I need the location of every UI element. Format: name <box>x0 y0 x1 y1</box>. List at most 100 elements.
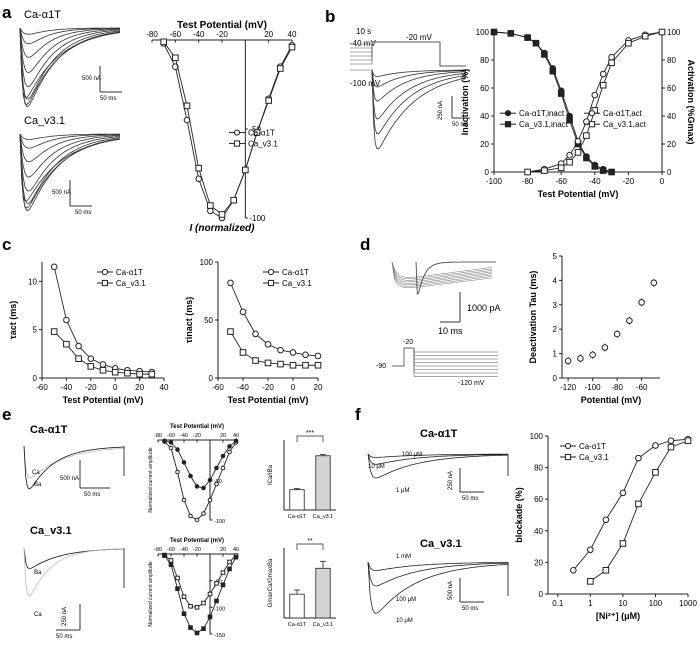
y-axis-label-right: Activation (%Gmax) <box>686 59 696 144</box>
current-trace <box>19 27 121 99</box>
data-point <box>265 97 272 104</box>
data-point <box>583 132 590 139</box>
data-point <box>252 357 259 364</box>
legend-marker <box>588 110 596 117</box>
data-point <box>124 369 131 377</box>
data-point <box>201 600 206 606</box>
data-point <box>168 445 174 451</box>
data-point <box>136 370 143 378</box>
data-point <box>239 349 247 356</box>
data-point <box>207 497 213 503</box>
y-tick-label: 0 <box>485 168 490 177</box>
trace-label-cav31: Ca_v3.1 <box>24 115 65 127</box>
data-point <box>220 465 226 471</box>
legend-label: Ca_v3.1 <box>282 279 312 288</box>
chart-e-iv-top: -80 -60 -40 -20 20 40 -50 -100 Test Potential (m… <box>148 424 239 525</box>
current-trace <box>371 69 467 120</box>
legend-label: Ca-α1T <box>579 442 606 451</box>
x-tick-label: -100 <box>585 383 602 392</box>
y-tick-label: 80 <box>534 464 543 473</box>
conc-label: 1 mM <box>396 554 411 560</box>
protocol-step <box>413 348 498 367</box>
data-point <box>220 570 226 575</box>
legend-marker <box>504 110 512 117</box>
y-tick-label: -100 <box>214 606 225 612</box>
trace-label: Ba <box>34 482 42 488</box>
legend-marker <box>233 129 241 136</box>
data-point <box>532 39 540 47</box>
y-tick-label: 40 <box>534 527 543 536</box>
series-line <box>527 31 663 173</box>
data-point <box>314 361 322 369</box>
x-tick-label: 0 <box>113 383 118 392</box>
significance-mark: *** <box>306 430 314 437</box>
series-line <box>527 31 663 173</box>
current-trace <box>23 547 125 569</box>
data-point <box>63 316 70 324</box>
x-tick-label: -20 <box>193 547 201 553</box>
x-tick-label: 40 <box>233 547 239 553</box>
row-title: Ca_v3.1 <box>30 525 72 537</box>
x-axis-label: Potential (mV) <box>581 395 642 405</box>
chart-f-dose: 0.1 1 10 100 1000 0 20 40 60 80 100 [Ni²⁺] (μM) bloc… <box>514 432 697 621</box>
y-tick-label: 80 <box>480 56 489 65</box>
chart-title: Test Potential (mV) <box>170 424 224 430</box>
panel-d-traces: 1000 pA 10 ms -90 -20 -120 mV <box>376 261 501 387</box>
x-tick-label: 20 <box>220 433 226 439</box>
y-tick-label: 100 <box>530 432 544 441</box>
data-point <box>220 582 226 588</box>
x-tick-label: 1 <box>588 599 593 608</box>
trace-label: Ca <box>32 470 40 476</box>
scale-bar-y-label: 500 nA <box>60 476 79 482</box>
legend-marker <box>564 453 572 461</box>
trace-family <box>371 69 467 150</box>
nickel-block-traces <box>367 453 509 614</box>
current-trace <box>415 261 496 295</box>
data-point <box>227 279 234 287</box>
bar <box>315 567 331 619</box>
scale-bar-x-label: 50 ms <box>100 96 116 102</box>
category-label: Ca_v3.1 <box>313 622 334 628</box>
voltage-protocol <box>392 347 498 377</box>
panel-letter-d: d <box>360 235 370 254</box>
protocol-label: -90 <box>376 363 386 370</box>
data-point <box>619 540 627 547</box>
data-point <box>289 361 297 369</box>
x-tick-label: 40 <box>160 383 169 392</box>
current-trace <box>19 27 121 100</box>
x-tick-label: -20 <box>85 383 97 392</box>
data-point <box>188 603 193 609</box>
y-tick-label: 3 <box>553 301 558 310</box>
current-trace <box>19 27 121 107</box>
x-tick-label: -60 <box>170 30 182 39</box>
data-point <box>227 444 232 449</box>
panel-letter-b: b <box>325 7 335 26</box>
conc-label: 100 μM <box>402 452 422 458</box>
scale-bar-y-label: 500 nA <box>448 581 454 600</box>
data-point <box>50 328 58 335</box>
row-title: Ca_v3.1 <box>420 538 462 550</box>
current-trace <box>19 133 120 140</box>
data-point <box>635 500 642 508</box>
x-tick-label: -80 <box>154 547 162 553</box>
bar <box>289 489 305 511</box>
data-point <box>566 116 573 124</box>
data-point <box>201 626 206 631</box>
x-tick-label: -20 <box>216 30 228 39</box>
legend-label: Ca_v3.1,inact <box>519 120 569 129</box>
data-point <box>87 355 95 362</box>
data-point <box>650 279 658 287</box>
data-point <box>175 469 180 475</box>
data-point <box>195 164 202 172</box>
data-point <box>549 67 557 75</box>
y-tick-label: 2 <box>553 325 558 334</box>
legend-label: Ca_v3.1 <box>579 453 609 462</box>
conc-label: 10 μM <box>368 464 385 470</box>
data-point <box>148 370 156 378</box>
data-point <box>75 355 82 362</box>
chart-title: Test Potential (mV) <box>170 538 224 544</box>
y-tick-label: 60 <box>480 84 489 93</box>
data-point <box>564 357 572 365</box>
scale-bar-x-label: 50 ms <box>84 492 100 498</box>
data-point <box>188 473 193 479</box>
